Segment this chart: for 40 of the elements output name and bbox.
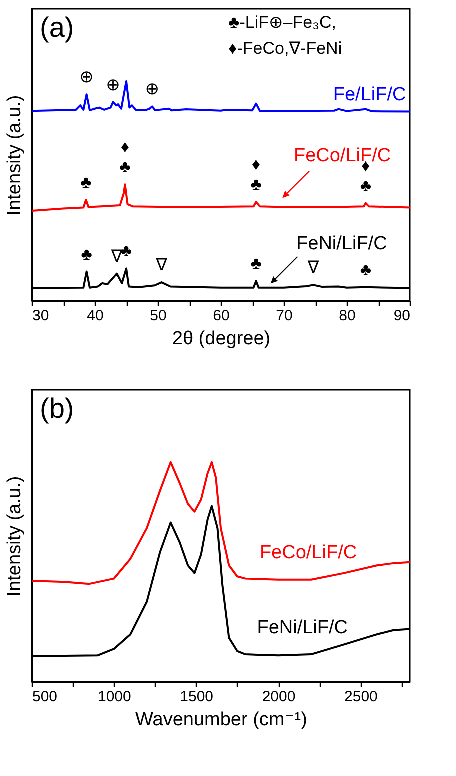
annotation: ∇: [306, 258, 320, 278]
text: ♣-LiF⊕–Fe₃C,: [228, 13, 336, 32]
x-tick-label: 60: [213, 308, 230, 324]
chart-title: (a): [40, 12, 74, 43]
series-label: FeNi/LiF/C: [296, 233, 388, 254]
x-axis-title: Wavenumber (cm⁻¹): [136, 710, 308, 730]
x-tick-label: 30: [32, 308, 50, 324]
annotation: ⊕: [145, 80, 160, 99]
annotation: ♦: [252, 155, 261, 174]
annotation: ∇: [155, 256, 168, 275]
x-tick-label: 2000: [262, 688, 296, 706]
series-label: FeNi/LiF/C: [257, 617, 348, 638]
annotation: ♣: [120, 242, 132, 261]
annotation: ♣: [360, 176, 372, 196]
x-tick-label: 80: [339, 308, 356, 324]
y-axis-title: Intensity (a.u.): [4, 95, 26, 216]
text: ♦-FeCo,∇-FeNi: [228, 39, 342, 58]
annotation: ♦: [120, 138, 130, 157]
x-tick-label: 500: [32, 688, 58, 706]
annotation: ♣: [80, 173, 92, 192]
annotation: ♣: [360, 260, 372, 280]
x-tick-label: 2500: [344, 688, 378, 706]
x-tick-label: 90: [394, 308, 410, 324]
series-label: FeCo/LiF/C: [260, 542, 358, 564]
x-axis-title: 2θ (degree): [172, 328, 271, 350]
annotation: ♣: [250, 254, 262, 274]
x-tick-label: 40: [87, 308, 104, 324]
annotation: ♣: [81, 244, 92, 264]
x-tick-label: 50: [150, 308, 167, 324]
series-label: Fe/LiF/C: [333, 84, 406, 106]
annotation: ♣: [120, 158, 131, 177]
annotation: ⊕: [80, 68, 94, 87]
x-tick-label: 1000: [98, 688, 132, 706]
x-tick-label: 70: [276, 308, 293, 324]
annotation: ♣: [250, 175, 262, 194]
annotation: ⊕: [106, 75, 120, 94]
y-axis-title: Intensity (a.u.): [4, 476, 26, 597]
chart-title: (b): [40, 393, 74, 424]
annotation: ∇: [110, 246, 124, 266]
x-tick-label: 1500: [180, 688, 214, 706]
